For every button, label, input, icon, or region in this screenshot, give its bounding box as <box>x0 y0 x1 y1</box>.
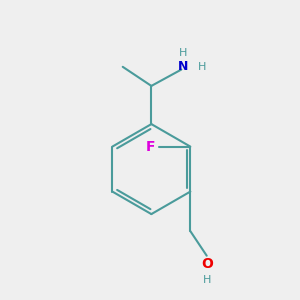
Text: F: F <box>146 140 155 154</box>
Text: H: H <box>178 48 187 58</box>
Text: H: H <box>198 62 206 72</box>
Text: H: H <box>203 275 211 285</box>
Text: O: O <box>201 257 213 271</box>
Text: N: N <box>178 60 188 73</box>
